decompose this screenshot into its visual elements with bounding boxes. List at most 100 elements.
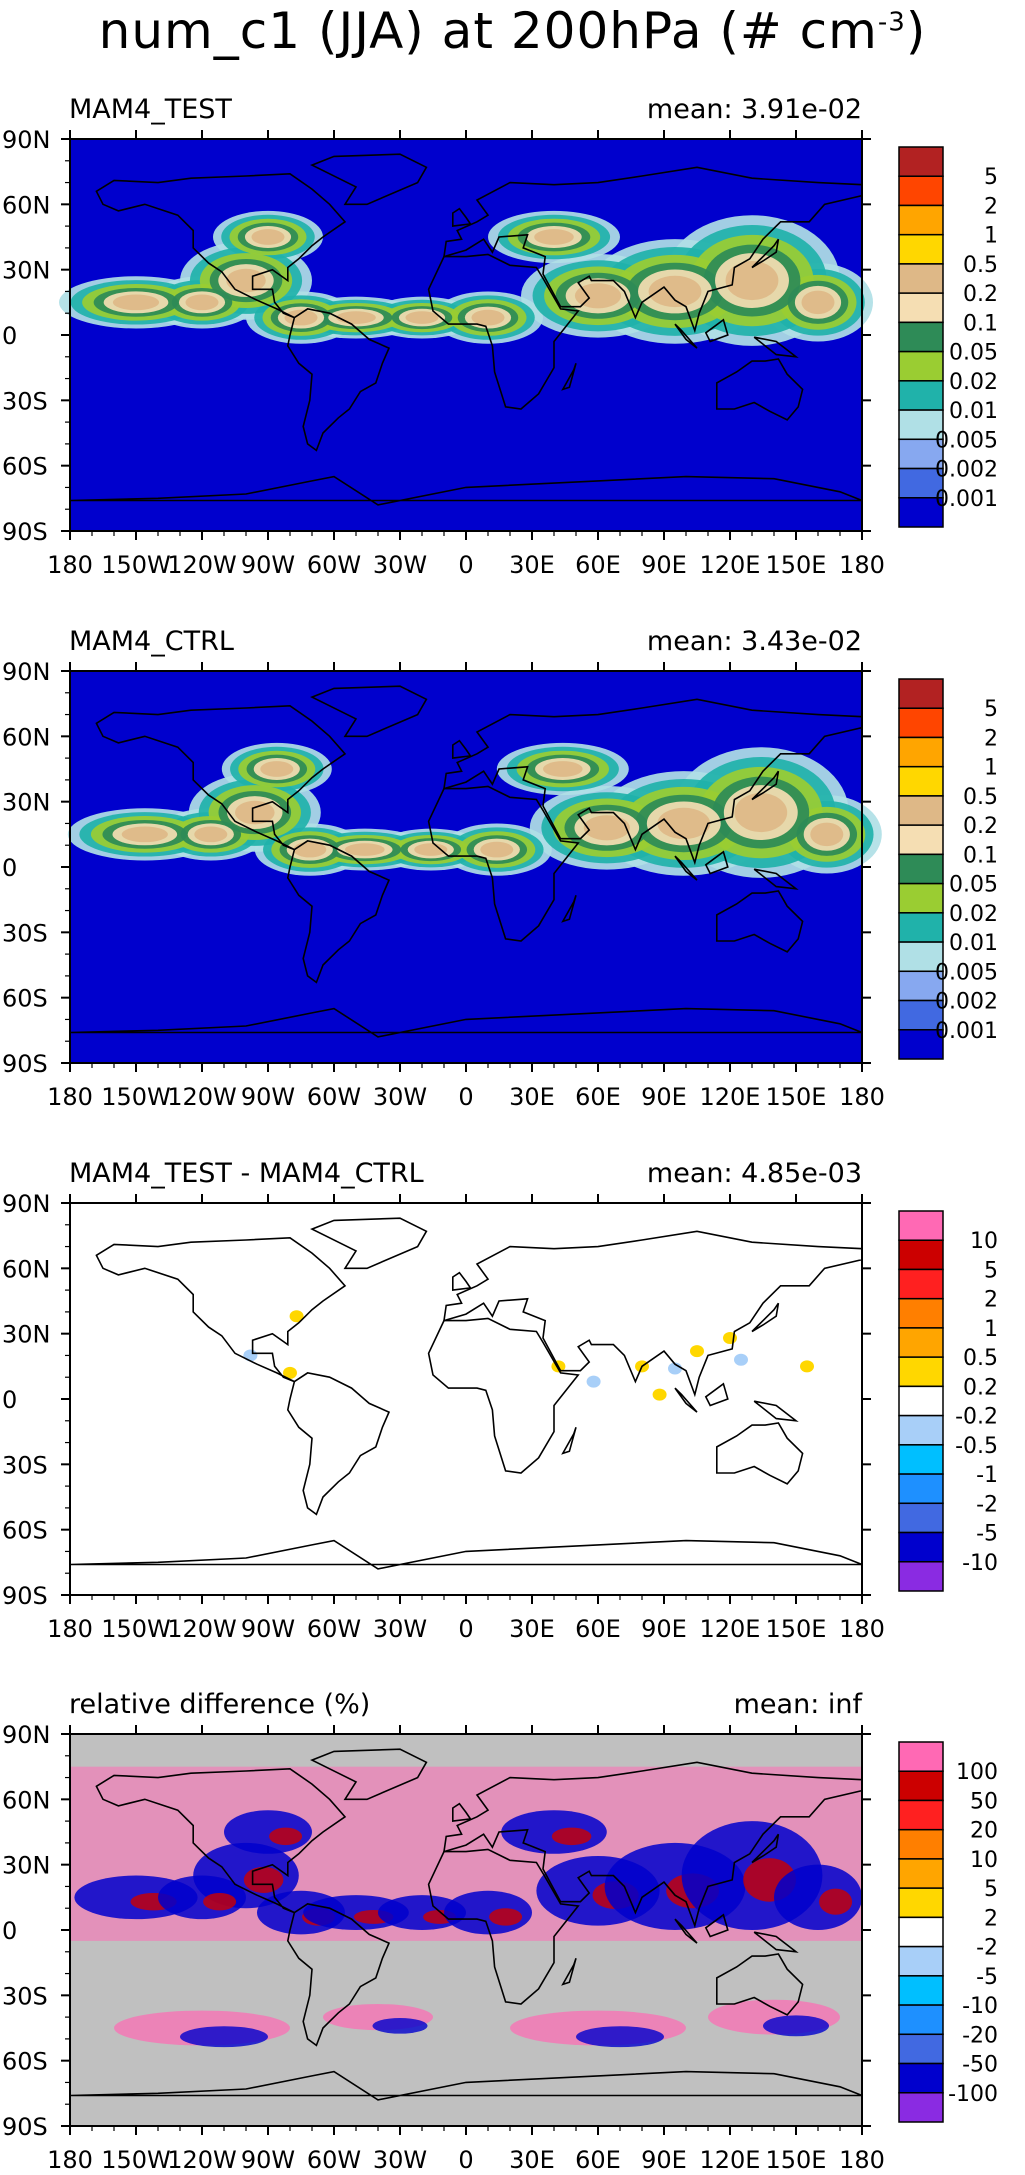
- colorbar-label: 100: [956, 1760, 998, 1785]
- x-tick-label: 30W: [373, 1083, 427, 1111]
- colorbar-label: -50: [962, 2053, 998, 2078]
- x-tick-label: 90W: [241, 551, 295, 579]
- colorbar-label: 0.2: [963, 282, 998, 307]
- y-tick-label: 0: [2, 1917, 17, 1945]
- colorbar-box: [898, 1385, 944, 1417]
- x-tick-label: 180: [47, 551, 93, 579]
- x-tick-label: 60E: [575, 2146, 621, 2174]
- x-tick-label: 180: [47, 1615, 93, 1643]
- y-tick-label: 60N: [2, 191, 51, 219]
- colorbar-box: [898, 1356, 944, 1388]
- colorbar-box: [898, 853, 944, 885]
- colorbar-box: [898, 497, 944, 528]
- y-tick-label: 60N: [2, 1786, 51, 1814]
- x-tick-label: 120W: [167, 1615, 237, 1643]
- colorbar-label: 0.1: [963, 311, 998, 336]
- coastline: [427, 1848, 580, 2005]
- x-tick-label: 30E: [509, 1083, 555, 1111]
- colorbar: 5 2 1 0.5 0.2 0.1 0.05 0.02 0.01 0.005 0.002 0.001: [898, 678, 998, 1060]
- colorbar-label: -2: [976, 1492, 998, 1517]
- coastline: [704, 850, 729, 875]
- colorbar-box: [898, 1828, 944, 1860]
- y-tick-label: 30S: [2, 1982, 48, 2010]
- coastline: [674, 855, 698, 881]
- colorbar-label: 0.02: [949, 370, 998, 395]
- colorbar-label: 5: [984, 1258, 998, 1283]
- x-tick-label: 60W: [307, 1615, 361, 1643]
- y-tick-label: 60S: [2, 1517, 48, 1545]
- x-tick-label: 120E: [700, 1083, 761, 1111]
- colorbar-box: [898, 1770, 944, 1802]
- coastline: [443, 1761, 863, 1929]
- colorbar-box: [898, 1975, 944, 2006]
- x-tick-label: 60E: [575, 551, 621, 579]
- colorbar-label: -0.2: [955, 1405, 998, 1430]
- field-region: [345, 843, 385, 856]
- panel-mean: mean: 3.91e-02: [647, 94, 862, 125]
- colorbar-box: [898, 1799, 944, 1831]
- colorbar-label: 0.01: [949, 931, 998, 956]
- panel-title: MAM4_TEST - MAM4_CTRL: [69, 1158, 424, 1189]
- y-tick-label: 90S: [2, 518, 48, 546]
- colorbar-box: [898, 1414, 944, 1446]
- colorbar-box: [898, 912, 944, 943]
- y-tick-label: 60S: [2, 453, 48, 481]
- colorbar-label: 1: [984, 756, 998, 781]
- colorbar-box: [898, 1473, 944, 1505]
- figure-title-exponent: -3: [877, 7, 906, 38]
- field-region: [251, 229, 285, 245]
- field-region: [336, 311, 376, 324]
- field-region: [657, 807, 711, 840]
- colorbar-box: [898, 1531, 944, 1563]
- x-tick-label: 150W: [101, 1083, 171, 1111]
- field-region: [112, 294, 160, 311]
- coastlines: [69, 153, 863, 506]
- y-tick-label: 30S: [2, 1451, 48, 1479]
- colorbar-box: [898, 233, 944, 265]
- y-tick-label: 90S: [2, 2113, 48, 2141]
- colorbar-box: [898, 1887, 944, 1919]
- x-tick-label: 60E: [575, 1615, 621, 1643]
- coastline: [451, 1271, 472, 1292]
- field-region: [180, 2026, 268, 2048]
- colorbar-label: 2: [984, 726, 998, 751]
- colorbar-box: [898, 1029, 944, 1060]
- field-region: [289, 1310, 304, 1323]
- colorbar-box: [898, 882, 944, 914]
- colorbar-label: 10: [970, 1848, 998, 1873]
- field-patterns: [59, 210, 873, 346]
- colorbar-label: -5: [976, 1965, 998, 1990]
- x-tick-label: 30E: [509, 1615, 555, 1643]
- colorbar-box: [898, 1858, 944, 1889]
- colorbar-label: -100: [948, 2082, 998, 2107]
- colorbar-box: [898, 263, 944, 294]
- coastline: [443, 166, 863, 334]
- colorbar-label: 0.02: [949, 902, 998, 927]
- field-region: [763, 2015, 829, 2037]
- colorbar-label: 0.01: [949, 399, 998, 424]
- colorbar-box: [898, 350, 944, 382]
- coastline: [427, 253, 580, 410]
- coastline: [443, 698, 863, 866]
- colorbar-label: -0.5: [955, 1434, 998, 1459]
- field-region: [543, 761, 583, 777]
- coastlines: [69, 1748, 863, 2101]
- x-tick-label: 90E: [641, 551, 687, 579]
- colorbar-label: 0.002: [935, 990, 998, 1015]
- colorbar-label: -1: [976, 1463, 998, 1488]
- field-region: [586, 1375, 601, 1388]
- colorbar-box: [898, 1945, 944, 1977]
- colorbar-label: 0.05: [949, 341, 998, 366]
- y-tick-label: 90N: [2, 1190, 51, 1218]
- coastline: [95, 172, 347, 319]
- x-tick-label: 90W: [241, 2146, 295, 2174]
- y-tick-label: 30S: [2, 387, 48, 415]
- colorbar-box: [898, 1916, 944, 1948]
- colorbar-label: -20: [962, 2023, 998, 2048]
- field-region: [648, 275, 702, 308]
- colorbar-label: -2: [976, 1936, 998, 1961]
- x-tick-label: 150W: [101, 2146, 171, 2174]
- coastline: [69, 475, 863, 506]
